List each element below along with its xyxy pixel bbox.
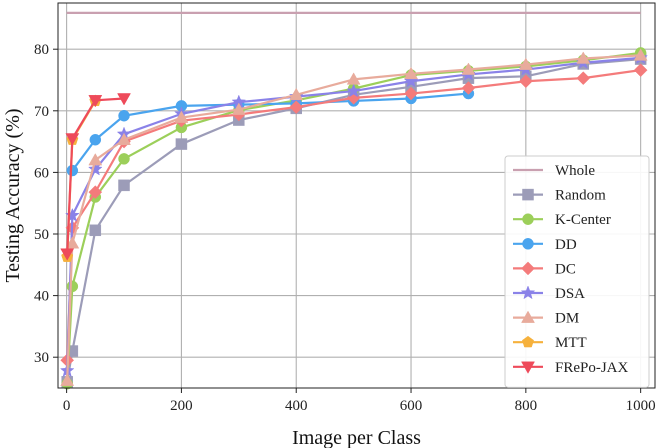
x-axis-label: Image per Class	[292, 427, 421, 448]
x-tick-label: 400	[285, 398, 308, 414]
data-point-dm	[461, 62, 476, 75]
legend-marker	[521, 335, 535, 348]
legend-item-dm: DM	[513, 310, 579, 327]
data-point-dm	[65, 236, 80, 249]
data-point-dc	[576, 71, 591, 86]
legend-box	[504, 155, 650, 388]
data-point-k-center	[66, 280, 79, 293]
data-point-dc	[518, 74, 533, 89]
legend-marker	[522, 238, 534, 250]
data-point-frepo-jax	[117, 93, 131, 106]
x-tick-label: 200	[170, 398, 193, 414]
legend-label: Whole	[555, 163, 595, 179]
y-tick-label: 70	[34, 104, 49, 120]
legend-marker	[522, 213, 534, 225]
series-frepo-jax	[60, 93, 131, 261]
y-tick-label: 80	[34, 42, 49, 58]
legend-marker	[520, 285, 536, 300]
data-point-dc	[404, 86, 418, 101]
legend-marker	[521, 310, 535, 323]
data-point-dm	[404, 66, 418, 80]
data-point-dm	[576, 51, 591, 64]
legend-label: DSA	[555, 286, 585, 302]
y-axis-label: Testing Accuracy (%)	[2, 108, 24, 282]
x-tick-label: 1000	[626, 398, 656, 414]
data-point-k-center	[118, 153, 130, 165]
data-point-dm	[346, 72, 361, 85]
data-point-dm	[518, 57, 533, 70]
data-point-frepo-jax	[65, 133, 80, 146]
series-dc	[60, 63, 648, 368]
legend-label: DM	[555, 311, 579, 327]
x-tick-label: 0	[63, 398, 71, 414]
legend-item-dsa: DSA	[513, 285, 585, 302]
data-point-dc	[88, 185, 103, 199]
data-point-dd	[66, 164, 79, 177]
plot-frame	[57, 2, 656, 389]
x-tick-label: 800	[515, 398, 538, 414]
legend-label: Random	[555, 188, 606, 204]
axis-ticks: 0 200 400 600 800 1000 30 40 50 60 70 80	[34, 42, 656, 414]
data-point-frepo-jax	[88, 95, 103, 108]
data-point-dd	[118, 109, 130, 122]
data-point-dsa	[88, 161, 103, 176]
data-point-random	[175, 138, 188, 150]
data-point-dm	[231, 102, 246, 115]
legend-item-dc: DC	[513, 261, 576, 277]
legend-marker	[522, 188, 534, 201]
data-point-random	[118, 179, 130, 192]
legend-marker	[521, 261, 535, 276]
legend-item-frepo-jax: FRePo-JAX	[513, 360, 629, 376]
y-tick-label: 60	[34, 165, 49, 181]
legend-item-whole: Whole	[513, 163, 595, 179]
legend-label: FRePo-JAX	[555, 360, 629, 376]
data-point-dm	[633, 48, 648, 61]
legend-label: DC	[555, 261, 576, 277]
data-point-dm	[289, 87, 304, 101]
legend-item-dd: DD	[513, 237, 577, 253]
legend-marker	[521, 361, 535, 374]
legend-item-mtt: MTT	[513, 335, 587, 351]
legend-item-k-center: K-Center	[513, 212, 611, 228]
y-tick-label: 30	[34, 350, 49, 366]
data-point-dc	[461, 81, 476, 95]
series-line-frepo-jax	[66, 97, 125, 254]
series-dm	[60, 48, 648, 386]
data-point-dd	[89, 134, 102, 146]
data-point-random	[89, 224, 102, 237]
series-group	[59, 11, 648, 390]
data-point-dc	[633, 63, 648, 77]
data-point-dm	[60, 373, 75, 386]
data-point-dm	[117, 132, 131, 145]
y-tick-label: 50	[34, 227, 49, 243]
data-point-dm	[174, 110, 189, 123]
legend-label: DD	[555, 237, 577, 253]
x-tick-label: 600	[400, 398, 423, 414]
legend-label: MTT	[555, 335, 587, 351]
legend-item-random: Random	[513, 188, 606, 204]
data-point-dc	[289, 100, 304, 114]
legend-label: K-Center	[555, 212, 611, 228]
data-point-frepo-jax	[60, 248, 75, 261]
data-point-dsa	[346, 83, 361, 98]
legend: Whole Random K-Center DD DC DSA DM MTT FRePo-JAX	[504, 155, 650, 388]
data-point-dm	[88, 153, 103, 166]
data-point-dsa	[65, 207, 80, 222]
y-tick-label: 40	[34, 289, 49, 305]
